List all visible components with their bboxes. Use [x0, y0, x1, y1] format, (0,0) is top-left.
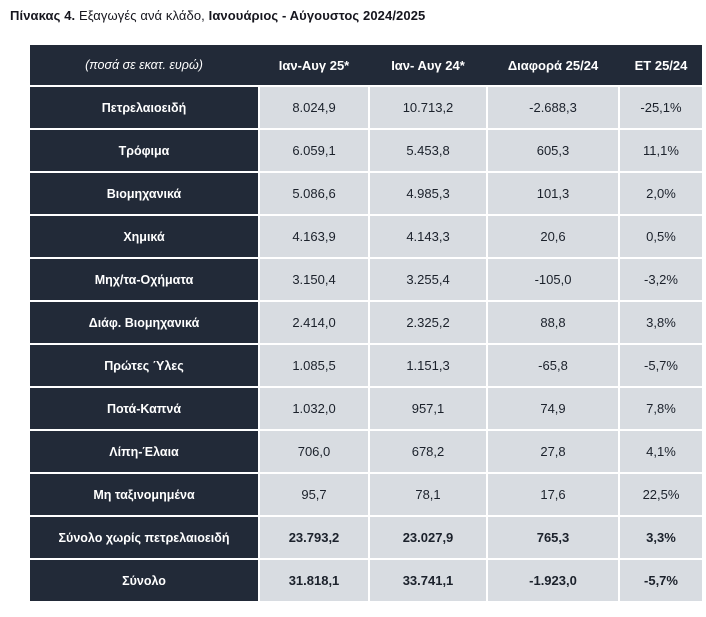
- cell-value: 2.325,2: [370, 302, 486, 343]
- table-row: Ποτά-Καπνά 1.032,0 957,1 74,9 7,8%: [30, 388, 702, 429]
- row-label: Μηχ/τα-Οχήματα: [30, 259, 258, 300]
- cell-value: 957,1: [370, 388, 486, 429]
- column-header-jan-aug-24: Ιαν- Αυγ 24*: [391, 57, 465, 73]
- row-label: Χημικά: [30, 216, 258, 257]
- table-row: Τρόφιμα 6.059,1 5.453,8 605,3 11,1%: [30, 130, 702, 171]
- cell-value: 23.027,9: [370, 517, 486, 558]
- table-row: Μη ταξινομημένα 95,7 78,1 17,6 22,5%: [30, 474, 702, 515]
- cell-value: -5,7%: [620, 560, 702, 601]
- table-row: Σύνολο 31.818,1 33.741,1 -1.923,0 -5,7%: [30, 560, 702, 601]
- row-label: Λίπη-Έλαια: [30, 431, 258, 472]
- unit-note: (ποσά σε εκατ. ευρώ): [85, 58, 203, 72]
- cell-value: 3,3%: [620, 517, 702, 558]
- table-title-number: Πίνακας 4.: [10, 8, 76, 23]
- cell-value: -2.688,3: [488, 87, 618, 128]
- cell-value: 11,1%: [620, 130, 702, 171]
- cell-value: 1.151,3: [370, 345, 486, 386]
- table-title: Πίνακας 4. Εξαγωγές ανά κλάδο, Ιανουάριο…: [10, 8, 425, 23]
- row-label: Μη ταξινομημένα: [30, 474, 258, 515]
- cell-value: 605,3: [488, 130, 618, 171]
- row-label: Πετρελαιοειδή: [30, 87, 258, 128]
- table-row: Βιομηχανικά 5.086,6 4.985,3 101,3 2,0%: [30, 173, 702, 214]
- table-row: Λίπη-Έλαια 706,0 678,2 27,8 4,1%: [30, 431, 702, 472]
- cell-value: 765,3: [488, 517, 618, 558]
- cell-value: 706,0: [260, 431, 368, 472]
- table-row: Χημικά 4.163,9 4.143,3 20,6 0,5%: [30, 216, 702, 257]
- cell-value: 4.143,3: [370, 216, 486, 257]
- cell-value: 27,8: [488, 431, 618, 472]
- cell-value: -5,7%: [620, 345, 702, 386]
- cell-value: 2,0%: [620, 173, 702, 214]
- cell-value: 7,8%: [620, 388, 702, 429]
- cell-value: -3,2%: [620, 259, 702, 300]
- row-label: Σύνολο χωρίς πετρελαιοειδή: [30, 517, 258, 558]
- cell-value: 31.818,1: [260, 560, 368, 601]
- table-row: Πρώτες Ύλες 1.085,5 1.151,3 -65,8 -5,7%: [30, 345, 702, 386]
- cell-value: -65,8: [488, 345, 618, 386]
- cell-value: 78,1: [370, 474, 486, 515]
- cell-value: -1.923,0: [488, 560, 618, 601]
- cell-value: 8.024,9: [260, 87, 368, 128]
- column-header-annual-change: ΕΤ 25/24: [634, 57, 688, 73]
- table-row: Πετρελαιοειδή 8.024,9 10.713,2 -2.688,3 -25,…: [30, 87, 702, 128]
- cell-value: 23.793,2: [260, 517, 368, 558]
- cell-value: 5.086,6: [260, 173, 368, 214]
- cell-value: 3,8%: [620, 302, 702, 343]
- row-label: Σύνολο: [30, 560, 258, 601]
- row-label: Τρόφιμα: [30, 130, 258, 171]
- cell-value: 33.741,1: [370, 560, 486, 601]
- table-header-row: (ποσά σε εκατ. ευρώ) Ιαν-Αυγ 25* Ιαν- Αυ…: [30, 45, 702, 85]
- cell-value: 1.085,5: [260, 345, 368, 386]
- cell-value: 3.255,4: [370, 259, 486, 300]
- row-label: Βιομηχανικά: [30, 173, 258, 214]
- exports-table: (ποσά σε εκατ. ευρώ) Ιαν-Αυγ 25* Ιαν- Αυ…: [30, 45, 702, 603]
- cell-value: 95,7: [260, 474, 368, 515]
- column-header-jan-aug-25: Ιαν-Αυγ 25*: [278, 57, 350, 73]
- table-row: Μηχ/τα-Οχήματα 3.150,4 3.255,4 -105,0 -3,2%: [30, 259, 702, 300]
- row-label: Ποτά-Καπνά: [30, 388, 258, 429]
- row-label: Πρώτες Ύλες: [30, 345, 258, 386]
- cell-value: -105,0: [488, 259, 618, 300]
- cell-value: 4.163,9: [260, 216, 368, 257]
- cell-value: 17,6: [488, 474, 618, 515]
- cell-value: 22,5%: [620, 474, 702, 515]
- cell-value: 4.985,3: [370, 173, 486, 214]
- cell-value: 1.032,0: [260, 388, 368, 429]
- cell-value: -25,1%: [620, 87, 702, 128]
- cell-value: 2.414,0: [260, 302, 368, 343]
- cell-value: 101,3: [488, 173, 618, 214]
- table-title-period: Ιανουάριος - Αύγουστος 2024/2025: [208, 8, 426, 23]
- cell-value: 6.059,1: [260, 130, 368, 171]
- cell-value: 0,5%: [620, 216, 702, 257]
- cell-value: 74,9: [488, 388, 618, 429]
- cell-value: 10.713,2: [370, 87, 486, 128]
- cell-value: 20,6: [488, 216, 618, 257]
- cell-value: 3.150,4: [260, 259, 368, 300]
- cell-value: 4,1%: [620, 431, 702, 472]
- row-label: Διάφ. Βιομηχανικά: [30, 302, 258, 343]
- cell-value: 88,8: [488, 302, 618, 343]
- table-row: Διάφ. Βιομηχανικά 2.414,0 2.325,2 88,8 3,8%: [30, 302, 702, 343]
- table-title-text: Εξαγωγές ανά κλάδο,: [75, 8, 209, 23]
- cell-value: 678,2: [370, 431, 486, 472]
- cell-value: 5.453,8: [370, 130, 486, 171]
- column-header-difference: Διαφορά 25/24: [507, 57, 599, 73]
- table-row: Σύνολο χωρίς πετρελαιοειδή 23.793,2 23.027…: [30, 517, 702, 558]
- table-body: Πετρελαιοειδή 8.024,9 10.713,2 -2.688,3 -25,…: [30, 87, 702, 601]
